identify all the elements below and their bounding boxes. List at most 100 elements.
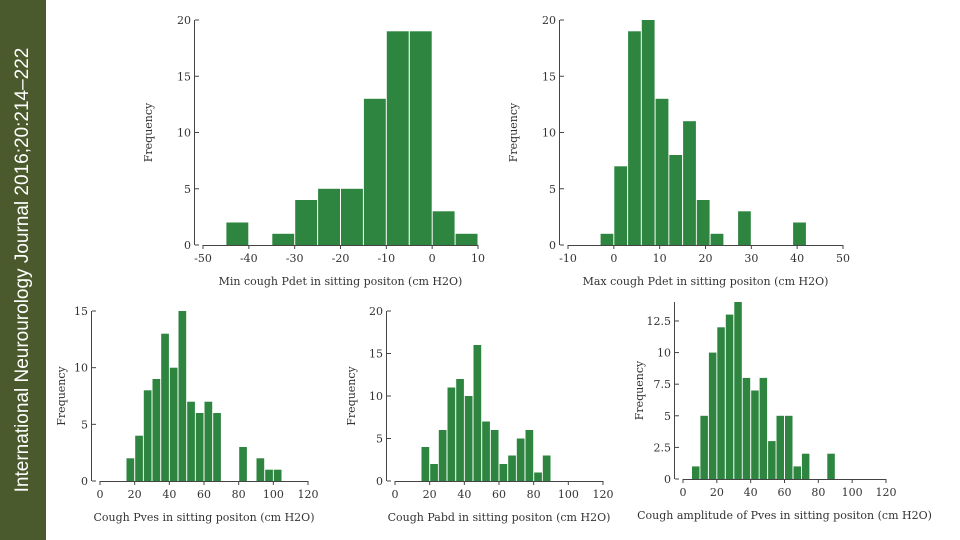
- histogram-bar: [751, 390, 759, 479]
- histogram-bar: [386, 31, 409, 246]
- histogram-bar: [226, 222, 249, 245]
- x-tick-label: 40: [162, 488, 176, 501]
- histogram-bar: [641, 20, 655, 245]
- histogram-bar: [432, 211, 455, 246]
- x-tick-label: 100: [558, 488, 579, 501]
- x-tick-label: -10: [377, 252, 395, 265]
- y-tick-label: 5: [184, 183, 191, 196]
- y-tick-label: 10: [657, 347, 671, 360]
- y-axis-label: Frequency: [633, 360, 646, 420]
- x-tick-label: 40: [457, 488, 471, 501]
- x-tick-label: -20: [332, 252, 350, 265]
- x-tick-label: 10: [653, 252, 667, 265]
- y-axis-label: Frequency: [142, 102, 155, 162]
- x-tick-label: 40: [744, 486, 758, 499]
- histogram-bar: [628, 31, 641, 246]
- histogram-bar: [768, 441, 776, 479]
- x-tick-label: 80: [232, 488, 246, 501]
- y-axis-label: Frequency: [507, 102, 520, 162]
- histogram-bar: [793, 222, 806, 245]
- histogram-cough-pabd: 0 20 40 60 80 100 120 0 5 10 15 20 Cough Pabd in sit…: [345, 305, 614, 524]
- x-tick-label: 0: [680, 486, 687, 499]
- x-tick-label: 20: [699, 252, 713, 265]
- y-axis-label: Frequency: [55, 365, 68, 425]
- histogram-bar: [195, 413, 204, 481]
- histogram-bar: [785, 415, 793, 479]
- y-tick-label: 20: [369, 305, 383, 318]
- x-tick-label: 20: [128, 488, 142, 501]
- y-tick-label: 15: [177, 70, 191, 83]
- histogram-bar: [499, 464, 508, 481]
- histogram-bar: [126, 458, 135, 481]
- y-axis-label: Frequency: [345, 365, 358, 425]
- histogram-bar: [725, 314, 734, 479]
- x-tick-label: 40: [790, 252, 804, 265]
- x-tick-label: -10: [559, 252, 577, 265]
- histogram-bar: [508, 455, 516, 481]
- histogram-bar: [655, 98, 669, 246]
- histogram-bar: [692, 466, 700, 479]
- x-tick-label: 50: [836, 252, 850, 265]
- histogram-bar: [455, 233, 478, 246]
- histogram-bar: [738, 211, 751, 246]
- x-axis-label: Min cough Pdet in sitting positon (cm H2…: [219, 275, 463, 288]
- x-tick-label: 120: [298, 488, 319, 501]
- histogram-bar: [717, 327, 725, 479]
- histogram-bar: [161, 333, 169, 481]
- histogram-bar: [683, 121, 696, 245]
- y-tick-label: 15: [74, 305, 88, 318]
- y-tick-label: 5: [664, 410, 671, 423]
- histogram-bar: [614, 166, 628, 246]
- histogram-min-cough-pdet: -50 -40 -30 -20 -10 0 10 0 5 10 15 20 Min cough Pdet…: [142, 14, 485, 288]
- x-tick-label: -40: [240, 252, 258, 265]
- x-tick-label: 80: [811, 486, 825, 499]
- x-tick-label: 100: [263, 488, 284, 501]
- y-tick-label: 0: [81, 475, 88, 488]
- histogram-bar: [213, 413, 221, 481]
- x-tick-label: 0: [429, 252, 436, 265]
- y-tick-label: 20: [177, 14, 191, 27]
- histogram-bar: [700, 415, 708, 479]
- histogram-bar: [742, 377, 751, 479]
- y-tick-label: 20: [542, 14, 556, 27]
- histogram-bar: [143, 390, 152, 481]
- histogram-bar: [318, 188, 340, 246]
- histogram-bar: [710, 233, 724, 246]
- histogram-bar: [456, 379, 464, 481]
- histogram-bar: [490, 430, 499, 481]
- x-tick-label: 60: [197, 488, 211, 501]
- y-tick-label: 15: [542, 70, 556, 83]
- histogram-bar: [473, 345, 482, 481]
- x-tick-label: -30: [286, 252, 304, 265]
- x-tick-label: -50: [194, 252, 212, 265]
- x-tick-label: 100: [842, 486, 863, 499]
- x-tick-label: 20: [710, 486, 724, 499]
- histogram-bar: [801, 453, 810, 479]
- histogram-bar: [187, 401, 195, 481]
- histogram-bar: [204, 401, 213, 481]
- y-tick-label: 10: [369, 390, 383, 403]
- y-tick-label: 5: [376, 433, 383, 446]
- histogram-bar: [272, 233, 295, 246]
- histogram-bar: [363, 98, 386, 246]
- histogram-bar: [525, 430, 534, 481]
- histogram-bar: [430, 464, 438, 481]
- histogram-bar: [169, 367, 178, 481]
- x-tick-label: 120: [876, 486, 897, 499]
- histogram-bar: [447, 387, 456, 481]
- x-axis-label: Cough Pves in sitting positon (cm H2O): [94, 511, 315, 524]
- y-tick-label: 0: [549, 239, 556, 252]
- x-tick-label: 30: [744, 252, 758, 265]
- histogram-bar: [341, 188, 363, 246]
- histogram-bar: [273, 469, 282, 481]
- y-tick-label: 15: [369, 348, 383, 361]
- histogram-bar: [759, 377, 768, 479]
- histogram-bar: [421, 447, 430, 481]
- histogram-bar: [178, 311, 187, 481]
- x-tick-label: 60: [492, 488, 506, 501]
- histogram-bar: [542, 455, 551, 481]
- y-tick-label: 0: [376, 475, 383, 488]
- histogram-bar: [516, 438, 525, 481]
- x-tick-label: 10: [471, 252, 485, 265]
